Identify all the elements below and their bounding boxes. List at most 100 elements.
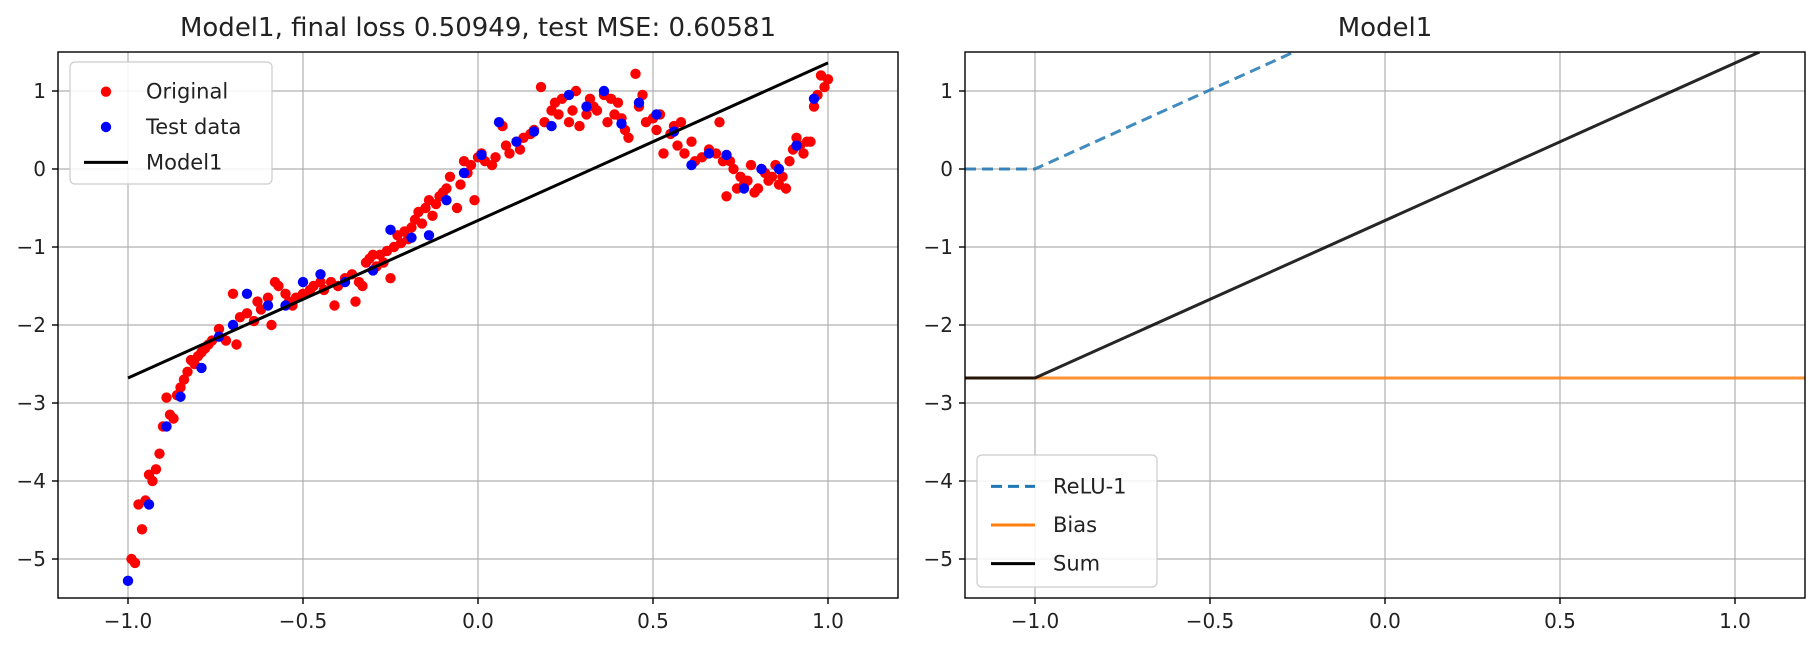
point-original — [182, 366, 193, 377]
y-tick-label: −1 — [924, 235, 953, 259]
point-test-data — [651, 109, 662, 120]
point-original — [672, 140, 683, 151]
point-original — [602, 117, 613, 128]
series-original — [126, 68, 834, 569]
point-test-data — [262, 300, 274, 311]
point-original — [231, 339, 242, 350]
point-original — [752, 183, 764, 194]
point-test-data — [738, 183, 750, 194]
point-original — [252, 296, 263, 307]
point-original — [563, 117, 575, 128]
point-original — [178, 374, 190, 385]
x-tick-label: 0.0 — [462, 609, 494, 633]
y-tick-label: −2 — [17, 313, 46, 337]
point-original — [213, 323, 225, 335]
legend: ReLU-1 Bias Sum — [976, 454, 1158, 588]
point-test-data — [756, 163, 767, 175]
point-test-data — [616, 118, 627, 129]
point-original — [808, 101, 820, 112]
x-tick-label: −1.0 — [104, 609, 153, 633]
point-test-data — [196, 362, 207, 374]
x-tick-label: 0.5 — [1544, 609, 1576, 633]
point-test-data — [686, 159, 697, 171]
point-original — [780, 183, 792, 194]
point-test-data — [297, 276, 309, 288]
point-test-data — [528, 126, 540, 137]
y-tick-label: −3 — [17, 391, 46, 415]
point-original — [567, 105, 578, 116]
point-original — [273, 280, 284, 292]
point-original — [784, 156, 795, 167]
legend-marker-test-data — [100, 121, 112, 133]
point-original — [591, 105, 603, 116]
point-original — [385, 273, 396, 284]
point-original — [675, 117, 687, 128]
legend-label-original: Original — [146, 80, 228, 104]
point-original — [612, 97, 624, 108]
legend-label-sum: Sum — [1053, 552, 1100, 576]
point-original — [658, 148, 669, 159]
right-chart-panel: −1.0 −0.5 0.0 0.5 1.0 −5 −4 −3 −2 −1 0 1 Model1 ReLU-… — [924, 13, 1806, 633]
point-original — [742, 175, 753, 186]
point-original — [262, 292, 274, 303]
point-original — [406, 222, 417, 233]
point-original — [129, 557, 141, 569]
point-test-data — [581, 101, 592, 112]
x-tick-label: −0.5 — [279, 609, 328, 633]
y-tick-label: −3 — [924, 391, 953, 415]
point-original — [350, 296, 361, 307]
x-tick-label: −1.0 — [1011, 609, 1060, 633]
point-original — [486, 159, 498, 171]
y-tick-label: −4 — [924, 469, 953, 493]
legend-marker-original — [100, 86, 112, 97]
point-test-data — [161, 421, 172, 432]
point-original — [175, 382, 186, 393]
point-original — [357, 280, 368, 292]
point-test-data — [476, 149, 487, 161]
point-original — [416, 218, 428, 229]
point-test-data — [241, 288, 253, 299]
point-original — [329, 300, 340, 311]
point-test-data — [773, 163, 785, 175]
point-test-data — [511, 136, 522, 147]
point-original — [150, 464, 162, 475]
point-original — [280, 288, 291, 299]
point-original — [420, 202, 431, 214]
point-original — [714, 117, 725, 128]
point-original — [581, 109, 592, 120]
point-original — [535, 81, 547, 93]
legend-label-model1: Model1 — [146, 150, 222, 174]
point-test-data — [143, 499, 155, 510]
point-original — [147, 475, 158, 487]
point-original — [500, 140, 512, 151]
point-original — [441, 183, 452, 194]
legend-box — [69, 61, 273, 185]
point-original — [805, 136, 816, 147]
point-test-data — [122, 575, 134, 587]
point-original — [154, 448, 165, 459]
point-original — [465, 159, 477, 171]
point-original — [584, 93, 596, 105]
point-test-data — [808, 93, 820, 105]
legend: Original Test data Model1 — [69, 61, 273, 185]
point-original — [553, 109, 564, 120]
point-test-data — [598, 85, 610, 97]
series-line-relu-1 — [965, 52, 1295, 171]
point-original — [514, 144, 526, 155]
point-original — [451, 202, 463, 214]
y-tick-label: −1 — [17, 235, 46, 259]
point-original — [721, 191, 732, 202]
y-tick-label: 1 — [940, 79, 953, 103]
point-test-data — [385, 224, 396, 236]
point-original — [777, 171, 788, 182]
point-original — [241, 308, 253, 319]
legend-box — [976, 454, 1158, 588]
x-tick-label: 0.5 — [637, 609, 669, 633]
point-test-data — [175, 391, 186, 402]
x-tick-label: 0.0 — [1369, 609, 1401, 633]
y-tick-label: 0 — [33, 157, 46, 181]
point-original — [822, 74, 834, 85]
chart-title: Model1, final loss 0.50949, test MSE: 0.… — [180, 13, 776, 43]
point-original — [168, 413, 179, 424]
point-original — [427, 210, 438, 221]
